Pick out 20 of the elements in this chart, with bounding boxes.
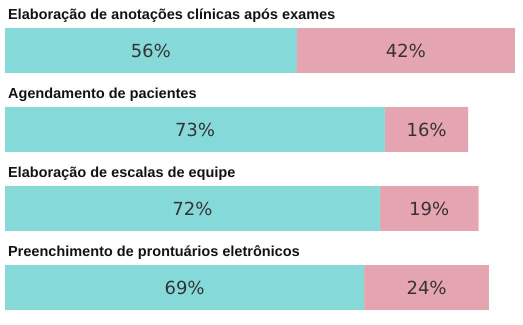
bar bbox=[384, 107, 468, 152]
y-tick-label: Agendamento de pacientes bbox=[8, 86, 197, 102]
bar bbox=[5, 186, 380, 231]
data-label: 24% bbox=[406, 278, 447, 299]
bar bbox=[296, 28, 515, 73]
data-label: 72% bbox=[172, 198, 212, 220]
data-label: 19% bbox=[409, 198, 450, 220]
bar bbox=[5, 28, 296, 73]
bar bbox=[5, 265, 364, 310]
data-label: 69% bbox=[164, 278, 205, 299]
y-tick-label: Elaboração de anotações clínicas após exames bbox=[8, 7, 336, 23]
bar bbox=[5, 107, 385, 152]
y-tick-label: Preenchimento de prontuários eletrônicos bbox=[8, 244, 300, 260]
y-tick-label: Elaboração de escalas de equipe bbox=[8, 165, 236, 181]
data-label: 42% bbox=[386, 40, 426, 62]
bar bbox=[364, 265, 489, 310]
data-label: 56% bbox=[130, 40, 171, 62]
data-label: 73% bbox=[174, 120, 215, 141]
data-label: 16% bbox=[406, 120, 447, 141]
bar bbox=[380, 186, 479, 231]
